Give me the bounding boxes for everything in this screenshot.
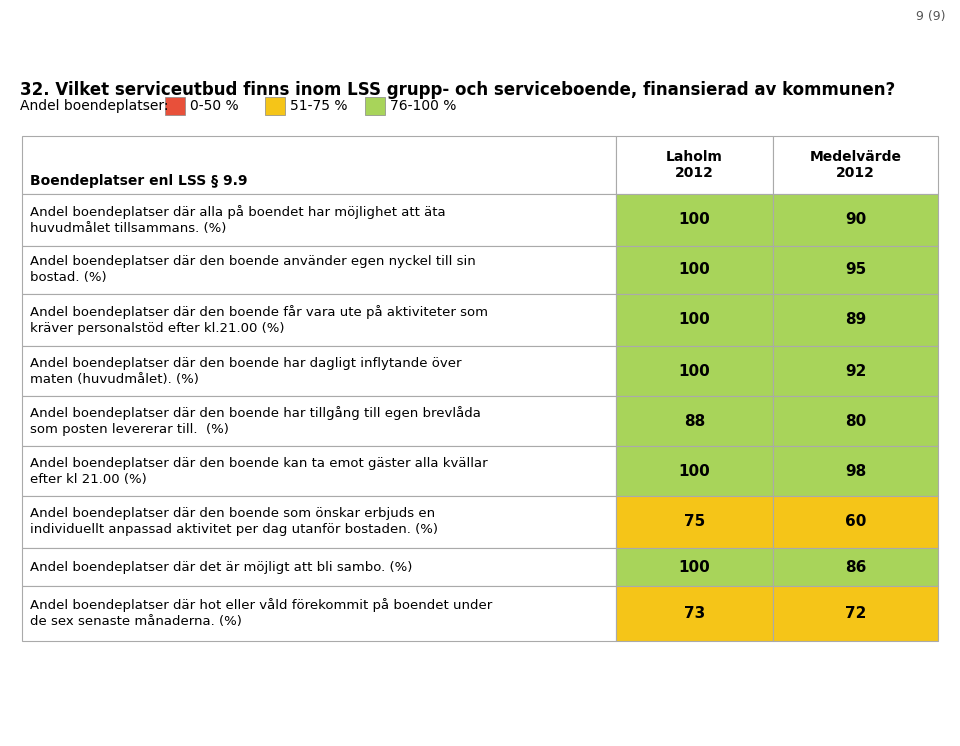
Text: 73: 73: [684, 606, 705, 621]
Bar: [22, 586, 615, 641]
Text: Medelvärde
2012: Medelvärde 2012: [809, 150, 901, 180]
Text: 72: 72: [845, 606, 866, 621]
Text: Andel boendeplatser där det är möjligt att bli sambo. (%): Andel boendeplatser där det är möjligt a…: [30, 560, 413, 574]
Text: 9 (9): 9 (9): [916, 10, 945, 23]
Bar: [615, 136, 773, 194]
Bar: [365, 97, 385, 115]
Text: Andel boendeplatser där den boende använder egen nyckel till sin
bostad. (%): Andel boendeplatser där den boende använ…: [30, 255, 476, 284]
Bar: [773, 294, 938, 346]
Bar: [22, 136, 615, 194]
Text: Andel boendeplatser där den boende som önskar erbjuds en
individuellt anpassad a: Andel boendeplatser där den boende som ö…: [30, 507, 438, 536]
Text: 75: 75: [684, 515, 705, 530]
Text: 51-75 %: 51-75 %: [290, 99, 348, 113]
Bar: [22, 246, 615, 294]
Bar: [615, 496, 773, 548]
Bar: [773, 346, 938, 396]
Bar: [22, 194, 615, 246]
Bar: [615, 548, 773, 586]
Text: 32. Vilket serviceutbud finns inom LSS grupp- och serviceboende, finansierad av : 32. Vilket serviceutbud finns inom LSS g…: [20, 81, 896, 99]
Text: Laholm
2012: Laholm 2012: [666, 150, 723, 180]
Text: Andel boendeplatser där alla på boendet har möjlighet att äta
huvudmålet tillsam: Andel boendeplatser där alla på boendet …: [30, 205, 445, 235]
Bar: [22, 294, 615, 346]
Text: 89: 89: [845, 313, 866, 327]
Text: 0-50 %: 0-50 %: [190, 99, 239, 113]
Text: 80: 80: [845, 413, 866, 428]
Bar: [773, 194, 938, 246]
Bar: [615, 294, 773, 346]
Text: 76-100 %: 76-100 %: [390, 99, 456, 113]
Text: 86: 86: [845, 560, 866, 574]
Text: 60: 60: [845, 515, 866, 530]
Text: 90: 90: [845, 213, 866, 228]
Bar: [165, 97, 185, 115]
Text: 92: 92: [845, 363, 866, 378]
Bar: [22, 548, 615, 586]
Text: 100: 100: [679, 213, 710, 228]
Bar: [773, 396, 938, 446]
Text: Andel boendeplatser där den boende kan ta emot gäster alla kvällar
efter kl 21.0: Andel boendeplatser där den boende kan t…: [30, 457, 488, 486]
Text: Andel boendeplatser där den boende har tillgång till egen brevlåda
som posten le: Andel boendeplatser där den boende har t…: [30, 406, 481, 436]
Text: Andel boendeplatser där den boende får vara ute på aktiviteter som
kräver person: Andel boendeplatser där den boende får v…: [30, 305, 488, 335]
Bar: [773, 586, 938, 641]
Text: 100: 100: [679, 363, 710, 378]
Bar: [22, 496, 615, 548]
Bar: [773, 246, 938, 294]
Text: 88: 88: [684, 413, 705, 428]
Text: Andel boendeplatser där den boende har dagligt inflytande över
maten (huvudmålet: Andel boendeplatser där den boende har d…: [30, 357, 462, 386]
Bar: [22, 446, 615, 496]
Bar: [773, 496, 938, 548]
Bar: [22, 396, 615, 446]
Text: 100: 100: [679, 263, 710, 278]
Text: Boendeplatser enl LSS § 9.9: Boendeplatser enl LSS § 9.9: [30, 174, 248, 188]
Bar: [615, 586, 773, 641]
Bar: [615, 396, 773, 446]
Bar: [615, 346, 773, 396]
Bar: [22, 346, 615, 396]
Bar: [773, 548, 938, 586]
Bar: [615, 446, 773, 496]
Bar: [615, 194, 773, 246]
Text: 100: 100: [679, 313, 710, 327]
Text: 100: 100: [679, 560, 710, 574]
Text: Andel boendeplatser:: Andel boendeplatser:: [20, 99, 169, 113]
Text: 100: 100: [679, 463, 710, 478]
Text: Andel boendeplatser där hot eller våld förekommit på boendet under
de sex senast: Andel boendeplatser där hot eller våld f…: [30, 598, 492, 628]
Bar: [265, 97, 285, 115]
Bar: [615, 246, 773, 294]
Text: 98: 98: [845, 463, 866, 478]
Text: 95: 95: [845, 263, 866, 278]
Bar: [773, 136, 938, 194]
Bar: [773, 446, 938, 496]
